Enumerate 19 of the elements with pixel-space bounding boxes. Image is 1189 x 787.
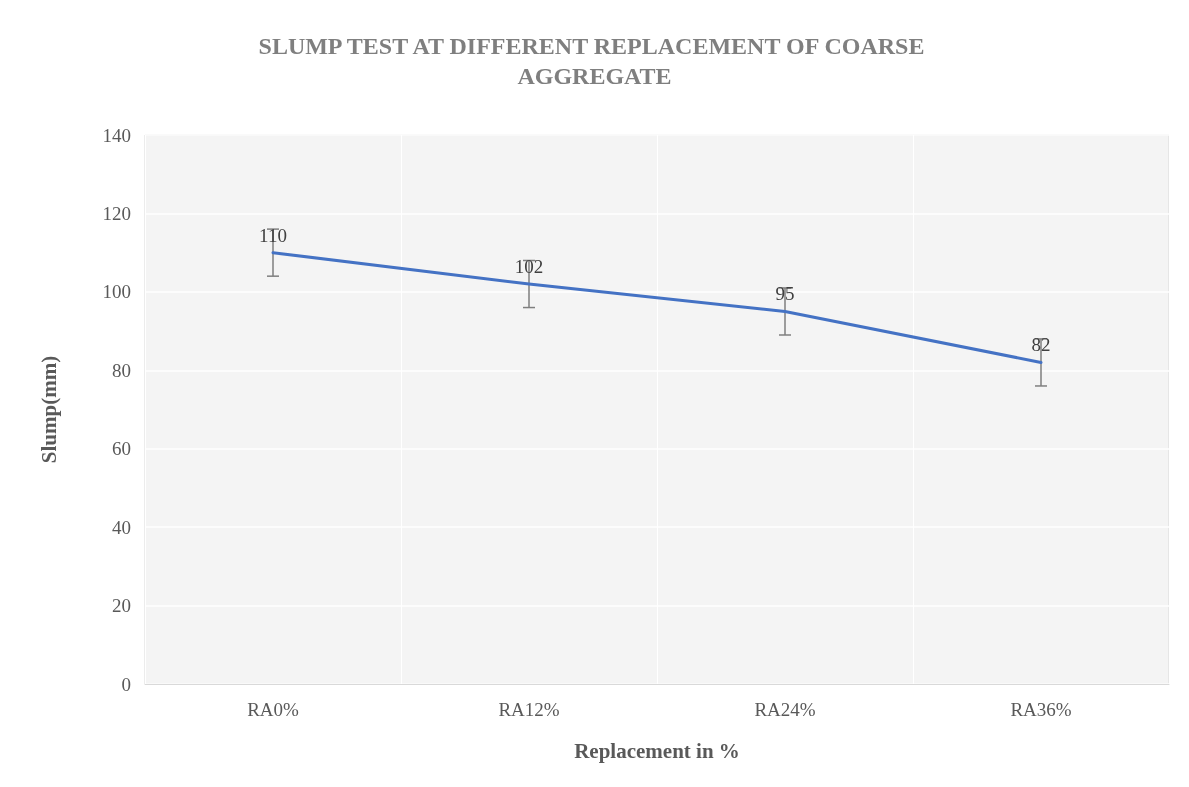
y-tick-label: 40 bbox=[112, 516, 131, 538]
x-tick-label: RA12% bbox=[498, 699, 560, 720]
x-axis-title: Replacement in % bbox=[574, 738, 740, 763]
x-tick-label: RA0% bbox=[247, 699, 300, 720]
y-tick-label: 100 bbox=[102, 281, 131, 303]
y-tick-label: 60 bbox=[112, 438, 131, 460]
y-tick-label: 120 bbox=[102, 202, 131, 224]
y-tick-label: 0 bbox=[121, 673, 131, 695]
data-label: 102 bbox=[514, 256, 544, 278]
y-tick-label: 140 bbox=[102, 124, 131, 146]
data-label: 95 bbox=[775, 283, 795, 305]
chart-title: SLUMP TEST AT DIFFERENT REPLACEMENT OF COARSE AGGREGATE bbox=[258, 33, 931, 89]
y-axis-title: Slump(mm) bbox=[36, 355, 61, 464]
x-tick-label: RA36% bbox=[1010, 699, 1072, 720]
data-label: 110 bbox=[259, 224, 287, 246]
y-tick-label: 20 bbox=[112, 595, 131, 617]
y-tick-label: 80 bbox=[112, 359, 131, 381]
x-tick-label: RA24% bbox=[754, 699, 816, 720]
data-label: 82 bbox=[1031, 334, 1051, 356]
